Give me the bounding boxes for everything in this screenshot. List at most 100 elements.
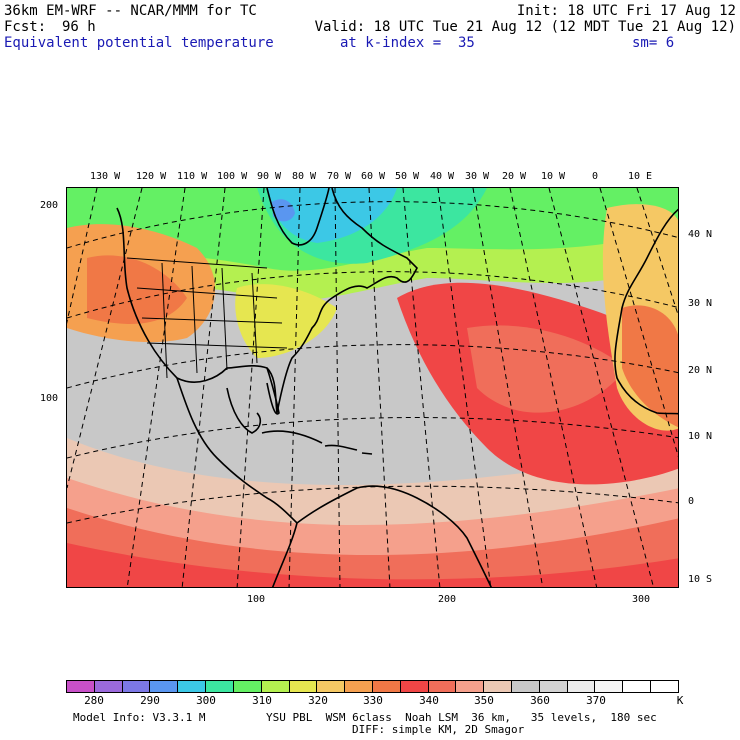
- meridian-0: [599, 188, 678, 458]
- field-band-340: [67, 508, 678, 587]
- physics-info-1: YSU PBL WSM 6class Noah LSM 36 km, 35 le…: [266, 711, 657, 724]
- field-atlantic-salmon: [467, 325, 627, 413]
- lat-label: 10 S: [688, 574, 713, 585]
- lon-label: 90 W: [257, 171, 282, 182]
- border-state-row-2: [141, 317, 283, 324]
- field-name: Equivalent potential temperature: [4, 35, 274, 51]
- coast-florida: [266, 367, 280, 415]
- colorbar-segment: [512, 681, 540, 692]
- lon-label: 110 W: [177, 171, 208, 182]
- meridian-40w: [437, 188, 492, 587]
- colorbar-segment: [623, 681, 652, 692]
- model-title: 36km EM-WRF -- NCAR/MMM for TC: [4, 3, 257, 19]
- colorbar-label: 310: [252, 694, 272, 707]
- colorbar-segment: [651, 681, 678, 692]
- colorbar-label: 360: [530, 694, 550, 707]
- y-grid-label: 100: [40, 393, 59, 404]
- coast-greenland: [266, 188, 330, 246]
- lon-label: 70 W: [327, 171, 352, 182]
- colorbar-segment: [484, 681, 512, 692]
- y-grid-label: 200: [40, 200, 59, 211]
- colorbar-segment: [67, 681, 95, 692]
- meridian-60w: [368, 188, 391, 587]
- parallel-20n: [67, 344, 678, 389]
- physics-info-2: DIFF: simple KM, 2D Smagor: [352, 723, 525, 736]
- valid-time: Valid: 18 UTC Tue 21 Aug 12 (12 MDT Tue …: [314, 19, 736, 35]
- lon-label: 130 W: [90, 171, 121, 182]
- lon-label: 0: [592, 171, 599, 182]
- meridian-100w: [181, 188, 226, 587]
- lon-label: 10 W: [541, 171, 566, 182]
- coast-north-america: [116, 188, 418, 414]
- meridian-70w: [334, 188, 341, 587]
- lon-label: 50 W: [395, 171, 420, 182]
- parallel-eq: [67, 485, 678, 524]
- colorbar-segment: [122, 681, 151, 692]
- border-state-col-3: [221, 267, 228, 371]
- border-state-col-2: [191, 265, 198, 374]
- meridian-30w: [472, 188, 544, 587]
- lon-label: 10 E: [628, 171, 653, 182]
- lon-label: 80 W: [292, 171, 317, 182]
- colorbar-unit: K: [676, 694, 684, 707]
- init-time: Init: 18 UTC Fri 17 Aug 12: [516, 3, 736, 19]
- coast-cuba: [261, 430, 323, 444]
- lat-label: 30 N: [688, 298, 713, 309]
- border-state-col-1: [161, 262, 168, 379]
- x-grid-label: 300: [632, 594, 651, 605]
- graticule: [67, 188, 678, 587]
- coast-africa-europe: [614, 208, 678, 415]
- field-band-335-africa: [622, 305, 678, 428]
- parallel-10n: [67, 417, 678, 459]
- meridian-80w: [288, 188, 301, 587]
- colorbar-segment: [428, 681, 457, 692]
- coast-puerto-rico: [361, 452, 373, 455]
- coastlines: [116, 188, 678, 587]
- coast-central-america: [176, 377, 298, 524]
- colorbar-segment: [94, 681, 123, 692]
- border-us-canada: [126, 257, 268, 269]
- meridian-10w: [548, 188, 654, 587]
- meridian-120w: [67, 188, 143, 489]
- parallel-40n: [67, 201, 678, 249]
- colorbar-label: 370: [586, 694, 606, 707]
- lat-label: 40 N: [688, 229, 713, 240]
- forecast-label: Fcst:: [4, 19, 47, 35]
- theta-e-map: [66, 187, 679, 588]
- forecast-hours: 96 h: [62, 19, 96, 35]
- field-band-325-east: [235, 284, 337, 358]
- colorbar-segment: [206, 681, 234, 692]
- political-borders: [126, 257, 288, 379]
- colorbar-segment: [400, 681, 429, 692]
- lat-label: 0: [688, 496, 695, 507]
- x-grid-label: 200: [438, 594, 457, 605]
- coast-hispaniola: [324, 444, 358, 451]
- smoothing-value: sm= 6: [632, 35, 675, 51]
- colorbar-segment: [289, 681, 318, 692]
- lat-label: 20 N: [688, 365, 713, 376]
- colorbar-segment: [345, 681, 373, 692]
- map-graphic: [67, 188, 678, 587]
- coast-south-america-north: [296, 485, 492, 587]
- x-grid-label: 100: [247, 594, 266, 605]
- field-band-335-west: [87, 255, 187, 324]
- border-state-col-4: [251, 272, 258, 364]
- colorbar-label: 330: [363, 694, 383, 707]
- coast-south-america-west: [271, 522, 298, 587]
- colorbar-label: 320: [308, 694, 328, 707]
- colorbar-segment: [595, 681, 624, 692]
- lon-label: 20 W: [502, 171, 527, 182]
- colorbar-segment: [233, 681, 262, 692]
- colorbar-segment: [539, 681, 568, 692]
- colorbar-label: 350: [474, 694, 494, 707]
- colorbar: [66, 680, 679, 693]
- colorbar-segment: [261, 681, 290, 692]
- lon-label: 60 W: [361, 171, 386, 182]
- lon-label: 30 W: [465, 171, 490, 182]
- meridian-90w: [236, 188, 265, 587]
- coast-yucatan: [226, 387, 262, 434]
- lon-label: 40 W: [430, 171, 455, 182]
- colorbar-label: 340: [419, 694, 439, 707]
- colorbar-segment: [317, 681, 346, 692]
- colorbar-segment: [150, 681, 179, 692]
